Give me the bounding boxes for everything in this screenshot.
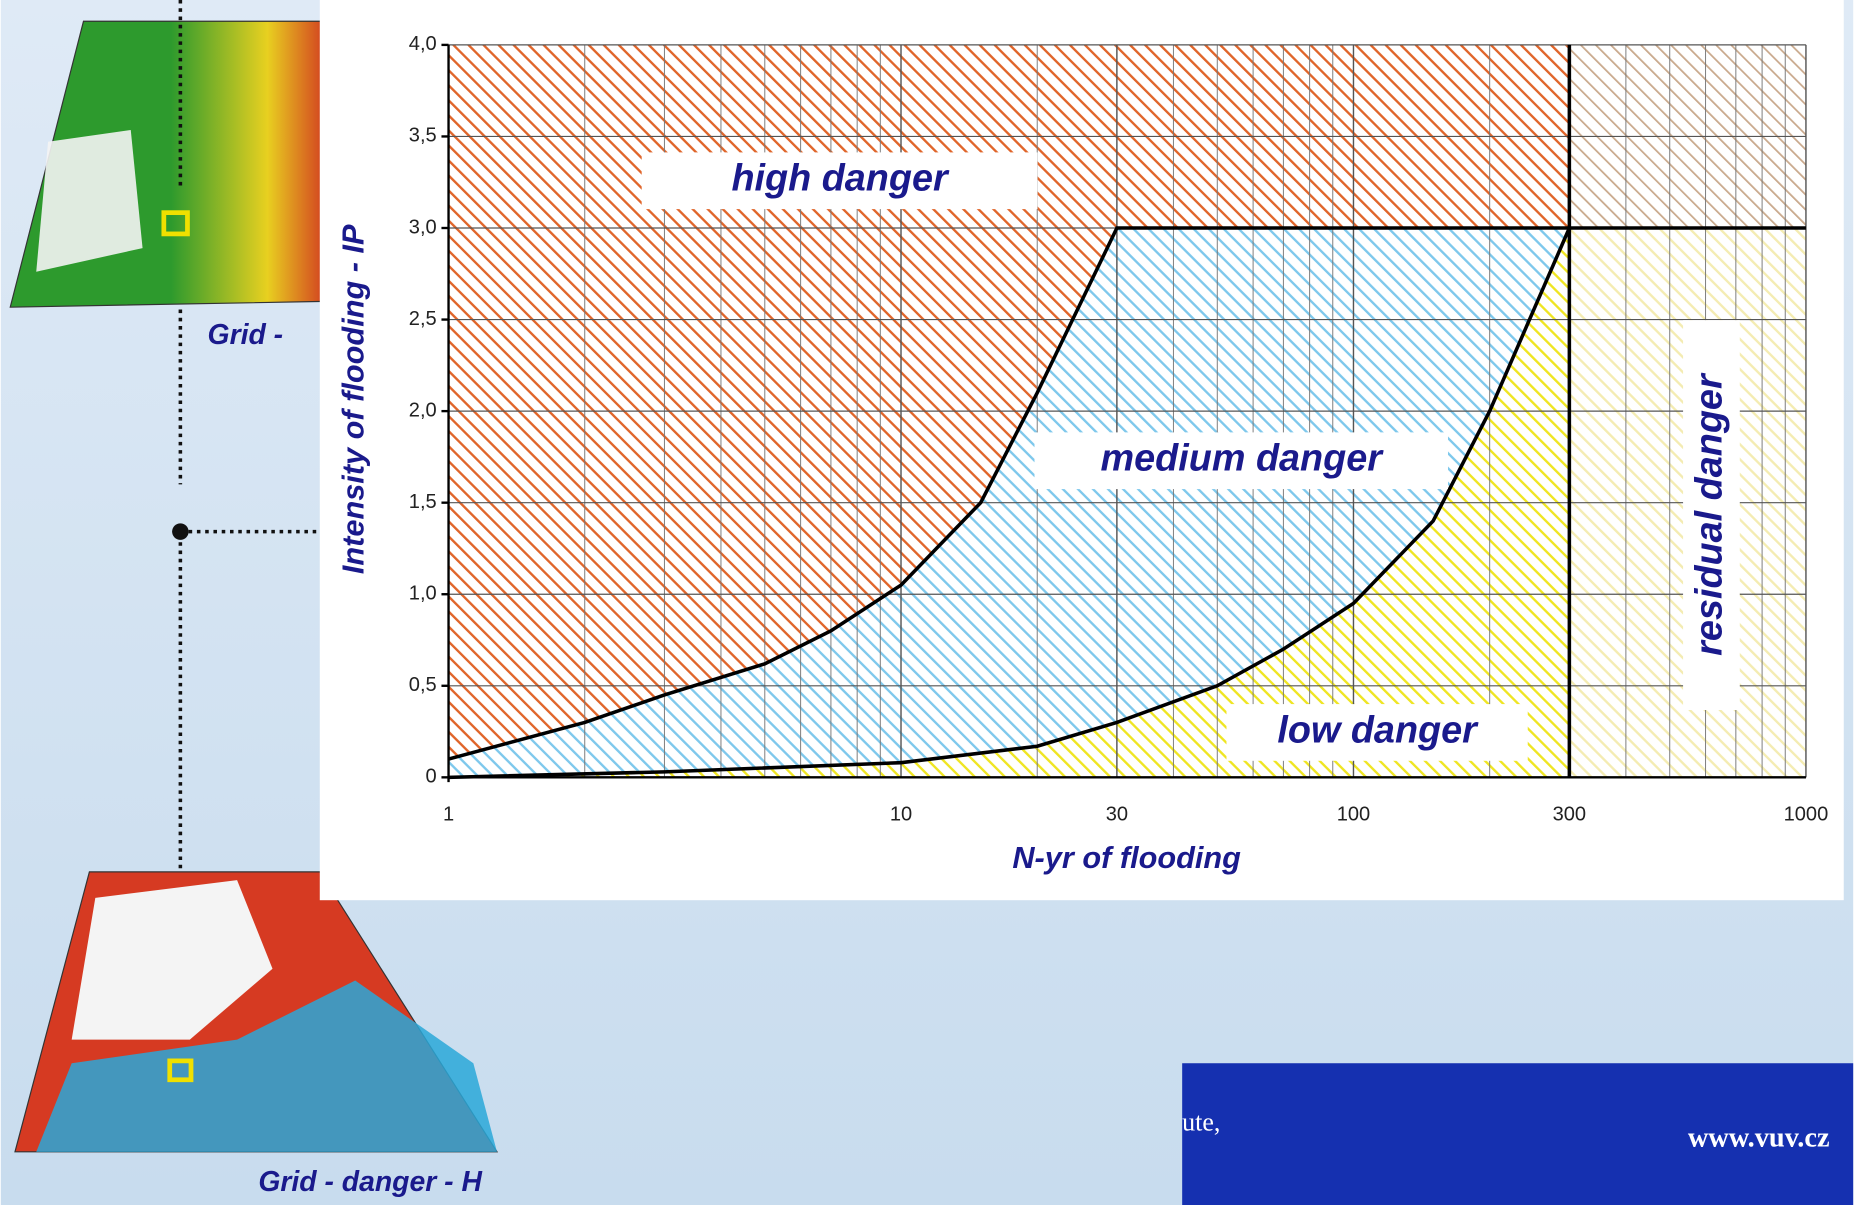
x-axis-label: N-yr of flooding <box>1012 840 1241 875</box>
region-label: high danger <box>731 158 950 200</box>
y-tick-label: 0,5 <box>409 674 437 696</box>
y-tick-label: 1,5 <box>409 491 437 513</box>
x-tick-label: 300 <box>1553 803 1586 825</box>
region-label-group: residual danger <box>1683 320 1740 710</box>
footer-url: www.vuv.cz <box>1688 1123 1830 1154</box>
region-label-group: medium danger <box>1035 432 1448 489</box>
x-tick-label: 100 <box>1337 803 1370 825</box>
region-label: medium danger <box>1101 438 1385 480</box>
x-tick-label: 30 <box>1106 803 1128 825</box>
region-label-group: low danger <box>1226 704 1527 761</box>
y-tick-label: 0 <box>426 766 437 788</box>
region-label-group: high danger <box>642 152 1038 209</box>
region-label: low danger <box>1277 709 1479 751</box>
page: Grid - Grid - danger - H ute, www.vuv.cz… <box>0 0 1854 1210</box>
slide: Grid - Grid - danger - H ute, www.vuv.cz… <box>0 0 1854 1205</box>
y-tick-label: 2,5 <box>409 308 437 330</box>
y-tick-label: 1,0 <box>409 583 437 605</box>
map-caption: Grid - danger - H <box>258 1166 482 1198</box>
x-tick-label: 1000 <box>1784 803 1829 825</box>
y-tick-label: 4,0 <box>409 33 437 55</box>
flow-node <box>172 523 189 540</box>
y-tick-label: 3,0 <box>409 216 437 238</box>
y-axis-label: Intensity of flooding - IP <box>335 224 370 574</box>
x-tick-label: 1 <box>443 803 454 825</box>
map-caption: Grid - <box>208 319 284 351</box>
x-tick-label: 10 <box>890 803 912 825</box>
y-tick-label: 3,5 <box>409 125 437 147</box>
chart: 0 0,5 1,0 1,5 2,0 2,5 3,0 3,5 4,0 1 10 30 100 300 1000… <box>335 33 1828 875</box>
y-tick-label: 2,0 <box>409 399 437 421</box>
footer-text: ute, <box>1182 1108 1220 1137</box>
region-label: residual danger <box>1688 372 1730 656</box>
